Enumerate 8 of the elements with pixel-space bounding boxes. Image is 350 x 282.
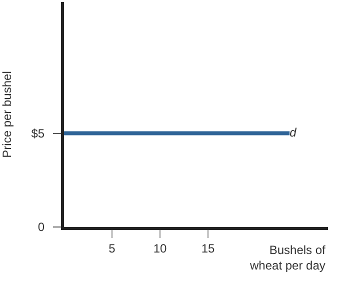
- x-tick-label: 10: [153, 241, 167, 256]
- series-label: d: [290, 125, 297, 140]
- x-tick-label: 5: [108, 241, 116, 256]
- x-tick-label: 15: [201, 241, 215, 256]
- x-axis-title: Bushels of wheat per day: [249, 243, 326, 273]
- y-tick-label: $5: [31, 126, 45, 140]
- y-axis-title: Price per bushel: [0, 71, 14, 158]
- y-tick-label: 0: [38, 220, 45, 234]
